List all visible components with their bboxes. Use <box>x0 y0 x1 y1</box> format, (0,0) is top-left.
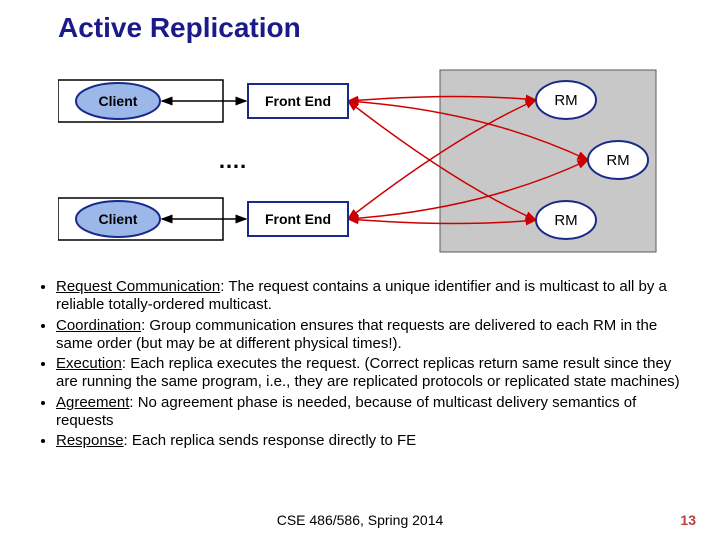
frontend-label: Front End <box>265 211 331 227</box>
bullet-term: Execution <box>56 355 122 372</box>
bullet-item: Response: Each replica sends response di… <box>56 432 690 450</box>
rm-label: RM <box>554 92 577 109</box>
rm-label: RM <box>554 212 577 229</box>
bullet-term: Coordination <box>56 317 141 334</box>
bullet-term: Agreement <box>56 394 129 411</box>
ellipsis-label: …. <box>218 148 246 173</box>
client-label: Client <box>99 211 138 227</box>
bullet-item: Agreement: No agreement phase is needed,… <box>56 394 690 431</box>
client-label: Client <box>99 93 138 109</box>
rm-label: RM <box>606 152 629 169</box>
bullet-term: Request Communication <box>56 278 220 295</box>
bullet-item: Request Communication: The request conta… <box>56 278 690 315</box>
frontend-label: Front End <box>265 93 331 109</box>
footer-text: CSE 486/586, Spring 2014 <box>0 512 720 528</box>
page-number: 13 <box>680 512 696 528</box>
page-title: Active Replication <box>58 12 301 44</box>
bullet-item: Execution: Each replica executes the req… <box>56 355 690 392</box>
replication-diagram: Client Client Front End Front End RM RM RM …. <box>58 60 658 260</box>
bullet-term: Response <box>56 432 124 449</box>
bullet-item: Coordination: Group communication ensure… <box>56 317 690 354</box>
bullet-list: Request Communication: The request conta… <box>30 278 690 453</box>
